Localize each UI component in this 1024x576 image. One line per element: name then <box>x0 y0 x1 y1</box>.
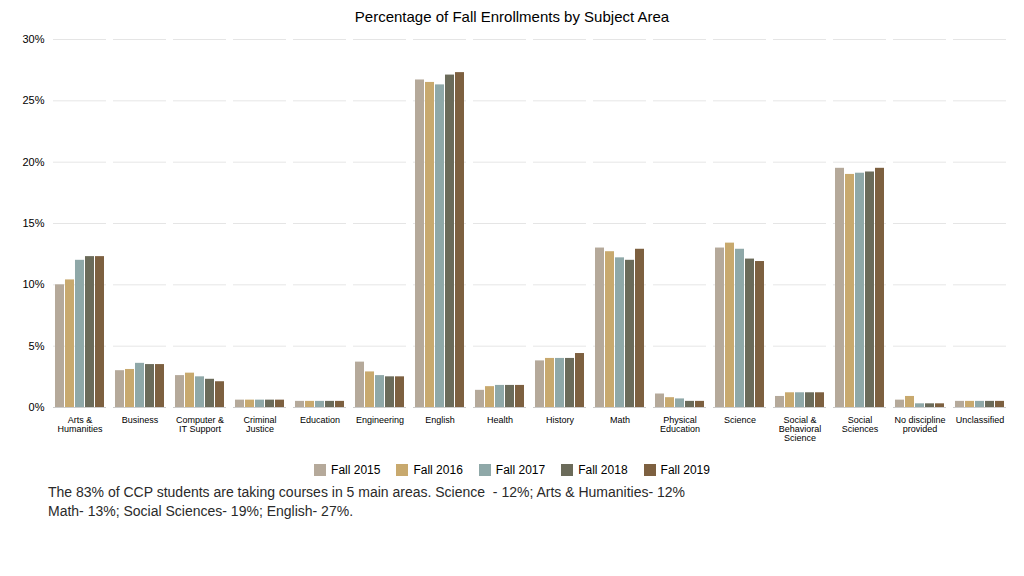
svg-text:Math: Math <box>610 415 630 425</box>
svg-text:5%: 5% <box>29 340 45 352</box>
svg-text:Unclassified: Unclassified <box>956 415 1005 425</box>
svg-text:20%: 20% <box>22 156 44 168</box>
svg-text:Engineering: Engineering <box>356 415 404 425</box>
svg-text:Computer &IT Support: Computer &IT Support <box>176 415 224 434</box>
html-text:Fall 2015: Fall 2015 <box>331 463 381 477</box>
svg-text:SocialSciences: SocialSciences <box>842 415 879 434</box>
html-text:Fall 2019: Fall 2019 <box>660 463 710 477</box>
svg-text:Health: Health <box>487 415 513 425</box>
svg-text:10%: 10% <box>22 278 44 290</box>
html-text:Percentage of Fall Enrollments: Percentage of Fall Enrollments by Subjec… <box>354 8 670 25</box>
svg-text:Science: Science <box>724 415 756 425</box>
svg-text:History: History <box>546 415 575 425</box>
svg-text:No disciplineprovided: No disciplineprovided <box>894 415 945 434</box>
html-text:Fall 2018: Fall 2018 <box>578 463 628 477</box>
svg-text:25%: 25% <box>22 94 44 106</box>
svg-text:English: English <box>425 415 455 425</box>
svg-text:Arts &Humanities: Arts &Humanities <box>57 415 103 434</box>
svg-text:0%: 0% <box>29 401 45 413</box>
html-text:Fall 2017: Fall 2017 <box>495 463 546 477</box>
svg-text:PhysicalEducation: PhysicalEducation <box>660 415 700 434</box>
svg-text:Education: Education <box>300 415 340 425</box>
svg-text:Social &BehavioralScience: Social &BehavioralScience <box>779 415 822 443</box>
html-text:The 83% of CCP students are ta: The 83% of CCP students are taking cours… <box>48 484 686 519</box>
svg-text:15%: 15% <box>22 217 44 229</box>
svg-text:Business: Business <box>122 415 159 425</box>
svg-text:CriminalJustice: CriminalJustice <box>243 415 276 434</box>
svg-text:30%: 30% <box>22 33 44 45</box>
html-text:Fall 2016: Fall 2016 <box>413 463 463 477</box>
